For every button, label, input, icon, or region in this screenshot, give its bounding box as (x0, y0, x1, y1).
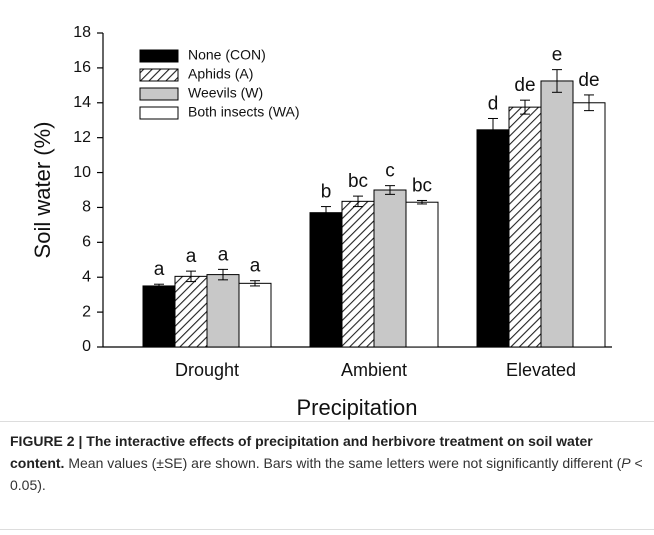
legend-swatch (139, 87, 179, 101)
significance-letter: de (514, 75, 535, 96)
significance-letter: d (488, 93, 499, 114)
legend-swatch (139, 106, 179, 120)
bar (508, 106, 542, 348)
bar (405, 201, 439, 348)
caption-title: The interactive effects of precipitation… (10, 433, 593, 471)
caption-text-end: < 0.05). (10, 455, 643, 493)
figure-caption: FIGURE 2 | The interactive effects of pr… (10, 430, 646, 496)
bar (238, 282, 272, 348)
bar (476, 129, 510, 348)
bar (174, 275, 208, 348)
bar (572, 102, 606, 348)
significance-letter: b (321, 182, 332, 203)
y-tick-label: 0 (82, 338, 91, 355)
caption-text: Mean values (±SE) are shown. Bars with t… (68, 455, 622, 471)
legend-label: None (CON) (188, 47, 266, 63)
divider (0, 421, 654, 422)
bar (540, 80, 574, 348)
bar (206, 274, 240, 348)
divider (0, 529, 654, 530)
x-tick-label: Drought (175, 360, 239, 380)
caption-label: FIGURE 2 | (10, 433, 83, 449)
significance-letter: a (250, 256, 261, 277)
y-tick-label: 8 (82, 199, 91, 216)
significance-letter: c (385, 161, 395, 182)
significance-letter: bc (348, 171, 368, 192)
bar (373, 189, 407, 348)
x-axis-label: Precipitation (296, 395, 417, 420)
y-tick-label: 10 (73, 164, 91, 181)
y-tick-label: 18 (73, 24, 91, 41)
y-tick-label: 12 (73, 129, 91, 146)
legend-label: Weevils (W) (188, 85, 263, 101)
legend-swatch (139, 68, 179, 82)
y-tick-label: 4 (82, 268, 91, 285)
significance-letter: a (186, 246, 197, 267)
legend-label: Both insects (WA) (188, 104, 300, 120)
bar (142, 285, 176, 348)
significance-letter: a (218, 244, 229, 265)
significance-letter: de (578, 70, 599, 91)
chart: Precipitation Soil water (%) 0 2 4 6 8 10 12 14… (30, 24, 612, 420)
y-tick-label: 6 (82, 234, 91, 251)
y-tick-label: 16 (73, 59, 91, 76)
x-tick-label: Ambient (341, 360, 407, 380)
significance-letter: bc (412, 175, 432, 196)
x-tick-label: Elevated (506, 360, 576, 380)
significance-letter: e (552, 45, 563, 66)
y-tick-label: 14 (73, 94, 91, 111)
legend-swatch (139, 49, 179, 63)
bar (341, 200, 375, 348)
caption-italic: P (621, 455, 631, 471)
bar (309, 212, 343, 348)
y-axis-label: Soil water (%) (30, 122, 55, 259)
legend-label: Aphids (A) (188, 66, 253, 82)
significance-letter: a (154, 259, 165, 280)
y-tick-label: 2 (82, 303, 91, 320)
